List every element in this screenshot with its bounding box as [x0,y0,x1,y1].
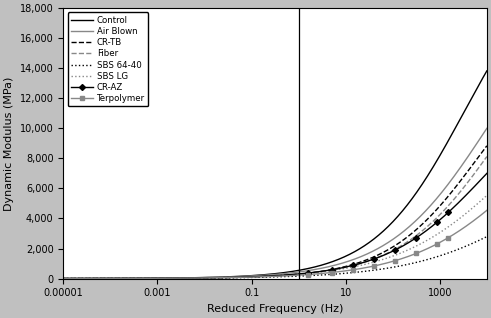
Y-axis label: Dynamic Modulus (MPa): Dynamic Modulus (MPa) [4,76,14,211]
Legend: Control, Air Blown, CR-TB, Fiber, SBS 64-40, SBS LG, CR-AZ, Terpolymer: Control, Air Blown, CR-TB, Fiber, SBS 64… [68,12,148,107]
X-axis label: Reduced Frequency (Hz): Reduced Frequency (Hz) [207,304,343,314]
